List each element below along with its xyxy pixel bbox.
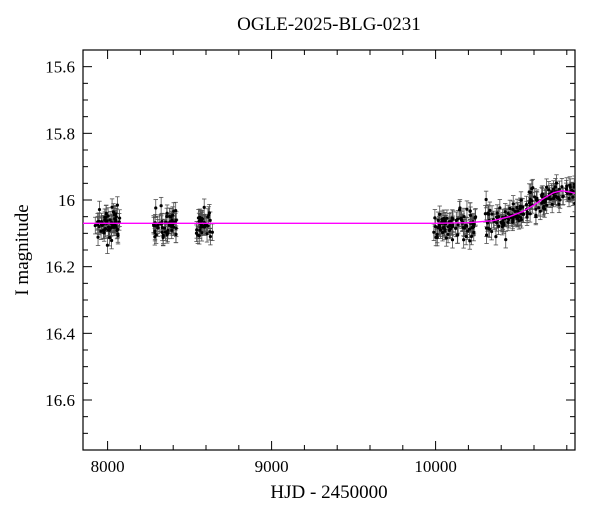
ytick-label: 16.2 xyxy=(45,258,75,277)
ytick-label: 16.6 xyxy=(45,391,75,410)
y-axis-label: I magnitude xyxy=(12,204,33,295)
ytick-label: 15.6 xyxy=(45,58,75,77)
xtick-label: 8000 xyxy=(91,457,125,476)
ytick-label: 16 xyxy=(58,191,75,210)
xtick-label: 9000 xyxy=(255,457,289,476)
ytick-label: 15.8 xyxy=(45,124,75,143)
chart-title: OGLE-2025-BLG-0231 xyxy=(237,14,421,35)
xtick-label: 10000 xyxy=(414,457,457,476)
x-axis-label: HJD - 2450000 xyxy=(270,482,387,503)
ytick-label: 16.4 xyxy=(45,324,75,343)
lightcurve-chart: OGLE-2025-BLG-0231 8000 9000 10000 15.6 15.8 1… xyxy=(0,0,600,512)
chart-svg: OGLE-2025-BLG-0231 8000 9000 10000 15.6 15.8 1… xyxy=(0,0,600,512)
